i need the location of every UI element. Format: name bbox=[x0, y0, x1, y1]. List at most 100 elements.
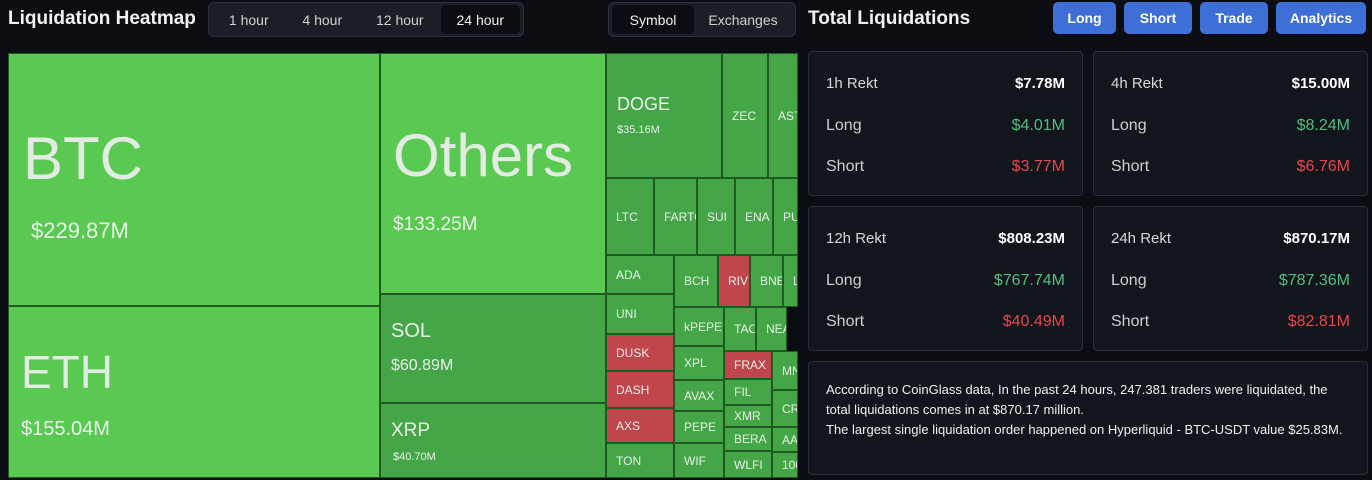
short-label: Short bbox=[1111, 313, 1150, 330]
treemap-tile-ena[interactable]: ENA bbox=[735, 178, 773, 255]
rekt-card-24h: 24h Rekt $870.17M Long $787.36M Short $82.8… bbox=[1093, 206, 1368, 351]
treemap-tile-mn[interactable]: MN bbox=[772, 351, 798, 390]
tile-symbol: MN bbox=[782, 363, 797, 378]
tile-symbol: PEPE bbox=[684, 420, 717, 434]
treemap-tile-ton[interactable]: TON bbox=[606, 443, 674, 478]
treemap-tile-xrp[interactable]: XRP $40.70M bbox=[380, 403, 606, 478]
tile-symbol: AVAX bbox=[684, 388, 715, 403]
treemap-tile-zec[interactable]: ZEC bbox=[722, 53, 768, 178]
time-range-4h[interactable]: 4 hour bbox=[302, 11, 343, 28]
rekt-card-label: 12h Rekt bbox=[826, 230, 887, 247]
treemap-tile-aav[interactable]: AAV bbox=[772, 427, 798, 452]
treemap-tile-xmr[interactable]: XMR bbox=[724, 405, 772, 427]
short-label: Short bbox=[1111, 158, 1150, 175]
long-value: $8.24M bbox=[1296, 117, 1350, 134]
tile-symbol: L bbox=[793, 274, 797, 288]
treemap-tile-ada[interactable]: ADA bbox=[606, 255, 674, 294]
summary-text: According to CoinGlass data, In the past… bbox=[826, 382, 1328, 417]
total-liquidations-title: Total Liquidations bbox=[808, 8, 971, 29]
treemap-tile-btc[interactable]: BTC $229.87M bbox=[8, 53, 380, 306]
tile-value: $155.04M bbox=[21, 418, 110, 440]
tile-symbol: BERA bbox=[734, 432, 767, 446]
liquidation-treemap: BTC $229.87M Others $133.25M ETH $155.04M SOL $… bbox=[8, 53, 798, 478]
time-range-24h[interactable]: 24 hour bbox=[440, 5, 520, 34]
long-button[interactable]: Long bbox=[1053, 2, 1116, 34]
short-value: $82.81M bbox=[1287, 313, 1350, 330]
short-label: Short bbox=[826, 313, 865, 330]
tile-symbol: DOGE bbox=[617, 94, 671, 114]
short-button[interactable]: Short bbox=[1124, 2, 1192, 34]
tile-symbol: SOL bbox=[391, 320, 432, 342]
tile-symbol: SUI bbox=[707, 209, 728, 224]
treemap-tile-uni[interactable]: UNI bbox=[606, 294, 674, 334]
view-selector: Symbol Exchanges bbox=[608, 2, 796, 37]
tile-symbol: PU bbox=[783, 209, 797, 224]
treemap-tile-tao[interactable]: TAO bbox=[724, 307, 756, 351]
treemap-tile-frax[interactable]: FRAX bbox=[724, 351, 772, 379]
liquidation-summary: According to CoinGlass data, In the past… bbox=[808, 361, 1368, 475]
long-label: Long bbox=[826, 272, 862, 289]
tile-symbol: RIVE bbox=[728, 274, 749, 288]
rekt-card-label: 1h Rekt bbox=[826, 75, 878, 92]
treemap-tile-axs[interactable]: AXS bbox=[606, 408, 674, 443]
treemap-tile-xpl[interactable]: XPL bbox=[674, 346, 724, 380]
treemap-tile-eth[interactable]: ETH $155.04M bbox=[8, 306, 380, 478]
rekt-card-12h: 12h Rekt $808.23M Long $767.74M Short $40.4… bbox=[808, 206, 1083, 351]
rekt-card-total: $15.00M bbox=[1291, 75, 1350, 92]
short-label: Short bbox=[826, 158, 865, 175]
tile-symbol: UNI bbox=[616, 307, 637, 321]
view-exchanges-tab[interactable]: Exchanges bbox=[708, 11, 778, 28]
time-range-1h[interactable]: 1 hour bbox=[228, 11, 269, 28]
treemap-tile-bch[interactable]: BCH bbox=[674, 255, 718, 307]
treemap-tile-pu[interactable]: PU bbox=[773, 178, 798, 255]
summary-text-largest-order: The largest single liquidation order hap… bbox=[826, 422, 1343, 437]
treemap-tile-crv[interactable]: CRV bbox=[772, 390, 798, 427]
treemap-tile-wlfi[interactable]: WLFI bbox=[724, 451, 772, 478]
treemap-tile-bera[interactable]: BERA bbox=[724, 427, 772, 451]
tile-value: $60.89M bbox=[391, 357, 454, 374]
treemap-tile-kpepe[interactable]: kPEPE bbox=[674, 307, 724, 346]
treemap-tile-ltc[interactable]: LTC bbox=[606, 178, 654, 255]
long-label: Long bbox=[1111, 117, 1147, 134]
time-range-12h[interactable]: 12 hour bbox=[376, 11, 424, 28]
treemap-tile-sui[interactable]: SUI bbox=[697, 178, 735, 255]
tile-symbol: XMR bbox=[734, 409, 761, 423]
treemap-tile-dusk[interactable]: DUSK bbox=[606, 334, 674, 371]
treemap-tile-wif[interactable]: WIF bbox=[674, 443, 724, 478]
treemap-tile-doge[interactable]: DOGE $35.16M bbox=[606, 53, 722, 178]
rekt-card-1h: 1h Rekt $7.78M Long $4.01M Short $3.77M bbox=[808, 51, 1083, 196]
tile-symbol: BNE bbox=[760, 274, 783, 288]
rekt-card-total: $7.78M bbox=[1014, 75, 1065, 92]
trade-button[interactable]: Trade bbox=[1200, 2, 1268, 34]
treemap-tile-bne[interactable]: BNE bbox=[750, 255, 783, 307]
tile-symbol: AAV bbox=[782, 432, 798, 447]
analytics-button[interactable]: Analytics bbox=[1276, 2, 1366, 34]
time-range-selector: 1 hour 4 hour 12 hour 24 hour bbox=[208, 2, 524, 37]
treemap-tile-l[interactable]: L bbox=[783, 255, 798, 307]
tile-symbol: TON bbox=[616, 453, 642, 468]
view-symbol-tab[interactable]: Symbol bbox=[612, 5, 694, 34]
rekt-card-total: $808.23M bbox=[998, 230, 1065, 247]
treemap-tile-pepe[interactable]: PEPE bbox=[674, 411, 724, 443]
tile-symbol: AXS bbox=[616, 418, 641, 433]
treemap-tile-rive[interactable]: RIVE bbox=[718, 255, 750, 307]
tile-symbol: kPEPE bbox=[684, 319, 723, 334]
tile-symbol: BCH bbox=[684, 274, 710, 288]
treemap-tile-avax[interactable]: AVAX bbox=[674, 380, 724, 411]
treemap-tile-100[interactable]: 100 bbox=[772, 452, 798, 478]
tile-value: $229.87M bbox=[31, 218, 129, 243]
treemap-tile-dash[interactable]: DASH bbox=[606, 371, 674, 408]
tile-value: $40.70M bbox=[393, 451, 436, 463]
tile-symbol: Others bbox=[393, 122, 574, 189]
long-value: $767.74M bbox=[993, 272, 1065, 289]
treemap-tile-nea[interactable]: NEA bbox=[756, 307, 787, 351]
treemap-tile-fil[interactable]: FIL bbox=[724, 379, 772, 405]
tile-symbol: ADA bbox=[616, 267, 641, 282]
treemap-tile-ast[interactable]: AST bbox=[768, 53, 798, 178]
treemap-tile-farto[interactable]: FARTO bbox=[654, 178, 697, 255]
treemap-tile-sol[interactable]: SOL $60.89M bbox=[380, 294, 606, 403]
tile-symbol: FARTO bbox=[664, 209, 696, 224]
treemap-tile-others[interactable]: Others $133.25M bbox=[380, 53, 606, 294]
rekt-card-total: $870.17M bbox=[1283, 230, 1350, 247]
tile-symbol: CRV bbox=[782, 401, 797, 416]
